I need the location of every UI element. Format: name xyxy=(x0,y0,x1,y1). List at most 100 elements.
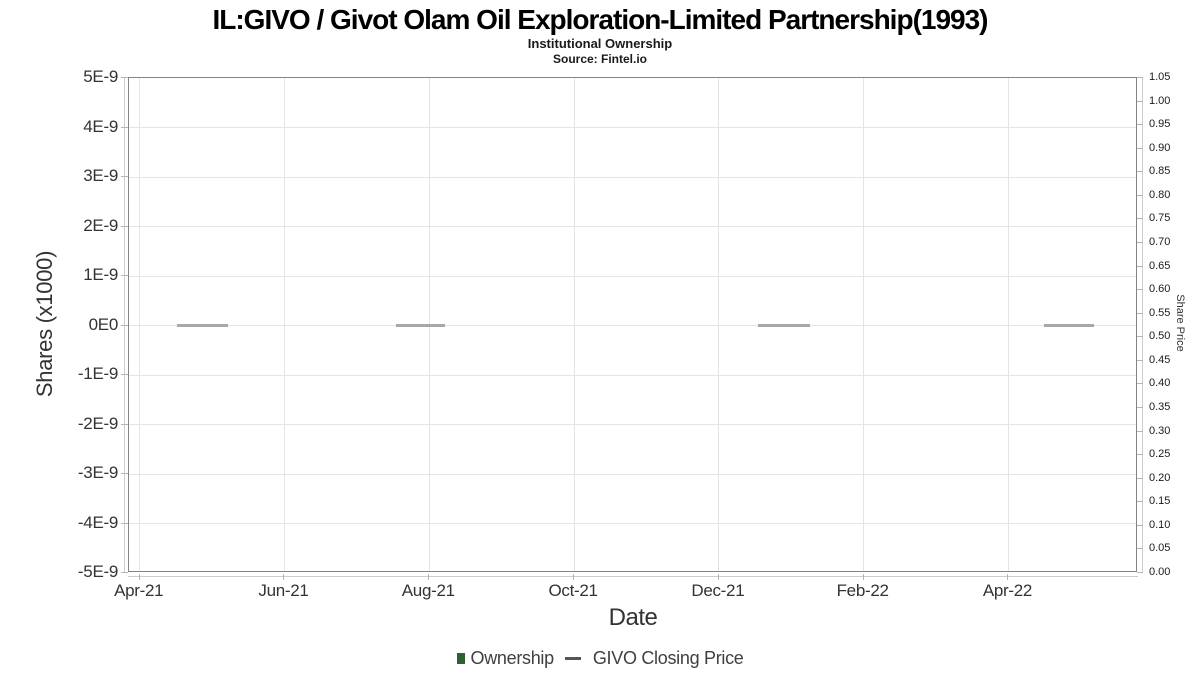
right-tick-label: 0.05 xyxy=(1149,542,1171,555)
left-tick-label: 1E-9 xyxy=(83,265,118,284)
left-tick-mark xyxy=(121,77,128,78)
left-tick-mark xyxy=(121,275,128,276)
price-line-segment xyxy=(1044,323,1094,327)
left-tick-mark xyxy=(121,473,128,474)
x-tick-label: Aug-21 xyxy=(401,581,455,600)
right-tick-mark xyxy=(1137,477,1143,479)
x-tick-label: Apr-22 xyxy=(982,581,1033,600)
right-tick-label: 0.25 xyxy=(1149,448,1171,461)
right-tick-label: 0.30 xyxy=(1149,424,1171,437)
right-tick-label: 0.70 xyxy=(1149,236,1171,248)
price-line-segment xyxy=(177,323,228,327)
right-tick-label: 0.15 xyxy=(1149,495,1171,508)
x-tick-label: Dec-21 xyxy=(691,581,745,600)
right-tick-mark xyxy=(1137,312,1143,314)
right-tick-label: 0.10 xyxy=(1149,518,1171,531)
v-gridline xyxy=(1007,78,1009,571)
x-axis-title: Date xyxy=(608,604,658,631)
chart-source: Source: Fintel.io xyxy=(552,52,647,66)
right-tick-mark xyxy=(1137,242,1143,243)
left-tick-label: -4E-9 xyxy=(77,512,118,532)
left-tick-label: -5E-9 xyxy=(77,562,118,581)
v-gridline xyxy=(718,78,720,571)
right-tick-mark xyxy=(1137,548,1143,550)
right-tick-label: 0.45 xyxy=(1149,353,1171,366)
left-tick-mark xyxy=(121,522,128,524)
right-tick-mark xyxy=(1137,194,1143,196)
legend-ownership-label: Ownership xyxy=(470,647,555,668)
left-axis-title: Shares (x1000) xyxy=(32,250,57,398)
right-tick-mark xyxy=(1137,289,1143,291)
left-tick-label: 2E-9 xyxy=(83,215,118,235)
right-tick-label: 0.65 xyxy=(1149,259,1171,272)
left-tick-mark xyxy=(121,225,128,227)
left-tick-mark xyxy=(121,374,128,375)
right-tick-mark xyxy=(1137,124,1143,126)
v-gridline xyxy=(283,78,285,571)
bottom-tick-mark xyxy=(573,574,575,580)
right-tick-mark xyxy=(1137,407,1143,408)
right-tick-mark xyxy=(1137,218,1143,220)
right-tick-mark xyxy=(1137,265,1143,267)
ownership-swatch-icon xyxy=(456,652,465,664)
left-tick-label: 4E-9 xyxy=(83,116,118,136)
right-tick-label: 0.35 xyxy=(1149,401,1171,413)
bottom-tick-mark xyxy=(428,574,430,580)
chart-subtitle: Institutional Ownership xyxy=(527,36,673,51)
h-gridline xyxy=(129,127,1136,128)
right-tick-label: 0.20 xyxy=(1149,471,1171,484)
right-tick-mark xyxy=(1137,383,1143,385)
right-tick-mark xyxy=(1137,501,1143,503)
price-line-segment xyxy=(758,323,810,327)
right-tick-label: 0.90 xyxy=(1149,141,1171,154)
x-tick-label: Oct-21 xyxy=(548,581,598,600)
right-tick-mark xyxy=(1137,147,1143,149)
right-tick-mark xyxy=(1137,171,1143,173)
right-tick-label: 0.60 xyxy=(1149,283,1171,296)
right-tick-label: 0.55 xyxy=(1149,306,1171,319)
v-gridline xyxy=(139,78,141,571)
left-tick-label: 3E-9 xyxy=(83,166,118,185)
right-tick-mark xyxy=(1137,572,1143,573)
h-gridline xyxy=(129,176,1136,178)
price-line-icon xyxy=(564,656,581,660)
left-tick-label: 0E0 xyxy=(88,314,119,334)
h-gridline xyxy=(129,226,1136,227)
h-gridline xyxy=(129,275,1136,277)
left-tick-label: -3E-9 xyxy=(77,463,118,482)
bottom-axis-line xyxy=(128,576,1138,577)
left-tick-label: 5E-9 xyxy=(83,67,118,86)
left-tick-mark xyxy=(121,176,128,177)
right-tick-label: 0.85 xyxy=(1149,165,1171,178)
bottom-tick-mark xyxy=(283,574,285,580)
right-tick-label: 0.50 xyxy=(1149,330,1171,343)
right-tick-label: 0.95 xyxy=(1149,118,1171,131)
right-axis-title: Share Price xyxy=(1174,294,1186,352)
bottom-tick-mark xyxy=(717,574,719,580)
x-tick-label: Apr-21 xyxy=(114,581,164,600)
right-tick-mark xyxy=(1137,100,1143,102)
left-tick-mark xyxy=(121,572,128,573)
right-tick-label: 1.05 xyxy=(1149,71,1171,83)
left-tick-mark xyxy=(121,126,128,128)
h-gridline xyxy=(129,374,1136,376)
right-tick-label: 0.40 xyxy=(1149,377,1171,390)
x-tick-label: Feb-22 xyxy=(836,581,889,600)
right-tick-label: 0.75 xyxy=(1149,212,1171,225)
left-tick-label: -2E-9 xyxy=(77,413,118,433)
bottom-tick-mark xyxy=(862,574,864,580)
left-tick-label: -1E-9 xyxy=(77,364,118,383)
v-gridline xyxy=(863,78,865,571)
left-tick-mark xyxy=(121,423,128,425)
v-gridline xyxy=(573,78,575,571)
right-tick-label: 0.00 xyxy=(1149,566,1171,578)
bottom-tick-mark xyxy=(138,574,140,580)
right-tick-mark xyxy=(1137,359,1143,361)
right-tick-mark xyxy=(1137,336,1143,338)
h-gridline xyxy=(129,473,1136,475)
plot-area xyxy=(128,77,1137,572)
right-axis-line xyxy=(1142,77,1143,573)
right-tick-mark xyxy=(1137,430,1143,432)
right-tick-label: 1.00 xyxy=(1149,94,1171,107)
x-tick-label: Jun-21 xyxy=(258,581,309,600)
